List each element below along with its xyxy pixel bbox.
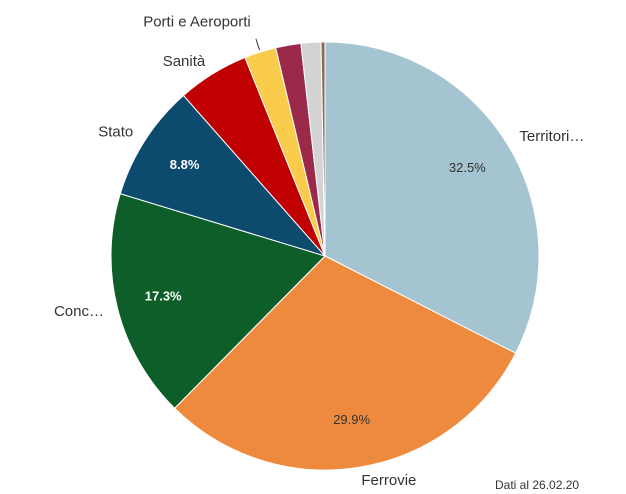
slice-label: Porti e Aeroporti xyxy=(143,13,251,30)
slice-label: Stato xyxy=(98,124,133,141)
value-label: 32.5% xyxy=(449,160,486,175)
pie-slice xyxy=(173,255,517,471)
pie-slice xyxy=(324,41,540,354)
value-label: 17.3% xyxy=(145,288,182,303)
value-label: 29.9% xyxy=(333,412,370,427)
slice-label: Ferrovie xyxy=(361,472,416,489)
value-label: 8.8% xyxy=(170,157,200,172)
slice-label: Conc… xyxy=(54,303,104,320)
slice-label: Sanità xyxy=(163,53,206,70)
pie-slice xyxy=(110,193,326,409)
pie-slice xyxy=(320,41,326,257)
note: Dati al 26.02.20 xyxy=(495,478,579,492)
leader-line xyxy=(255,38,261,51)
pie-slice xyxy=(119,94,327,257)
slice-label: Territori… xyxy=(519,128,584,145)
